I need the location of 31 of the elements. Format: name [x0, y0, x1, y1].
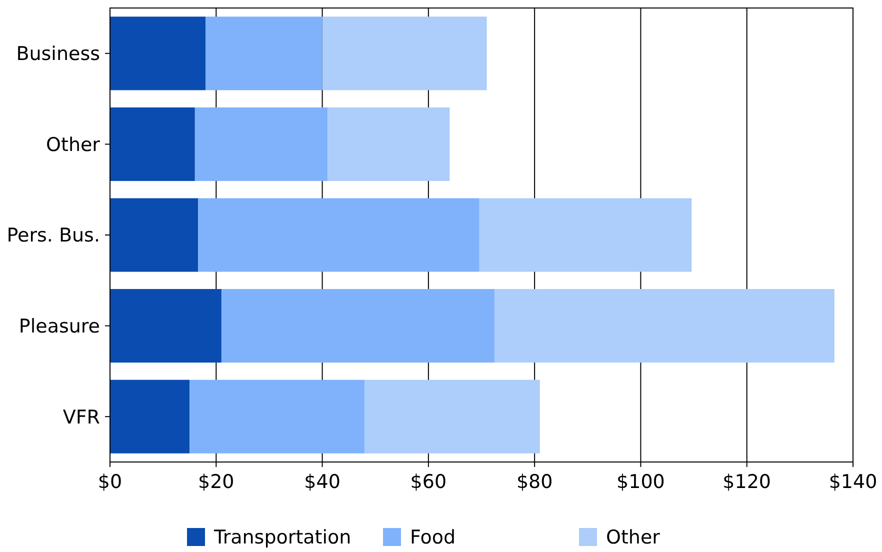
y-tick-label: Business — [16, 43, 100, 66]
x-tick-label: $100 — [616, 471, 665, 493]
x-tick-label: $80 — [516, 471, 553, 493]
bar — [110, 198, 198, 272]
bar — [206, 16, 322, 90]
x-tick-label: $140 — [828, 471, 878, 493]
legend-label: Transportation — [213, 526, 352, 549]
x-tick-label: $40 — [304, 471, 340, 493]
bar — [194, 107, 328, 181]
x-tick-label: $120 — [722, 471, 772, 493]
bar — [110, 107, 195, 181]
y-tick-label: Other — [46, 134, 100, 156]
bar — [110, 380, 190, 454]
bar — [479, 198, 692, 272]
legend-label: Other — [606, 526, 660, 549]
bar — [221, 289, 495, 363]
bar — [190, 380, 365, 454]
y-tick-label: Pleasure — [18, 315, 100, 338]
bar — [364, 380, 540, 454]
x-tick-label: $0 — [98, 471, 122, 493]
bar — [110, 289, 222, 363]
bar — [110, 16, 206, 90]
x-tick-label: $60 — [410, 471, 447, 493]
y-tick-label: VFR — [62, 406, 100, 428]
y-tick-label: Pers. Bus. — [6, 224, 100, 247]
bar — [198, 198, 480, 272]
bar — [322, 16, 487, 90]
bar — [328, 107, 450, 181]
legend-label: Food — [410, 526, 456, 549]
x-tick-label: $20 — [198, 471, 234, 493]
bar — [494, 289, 834, 363]
